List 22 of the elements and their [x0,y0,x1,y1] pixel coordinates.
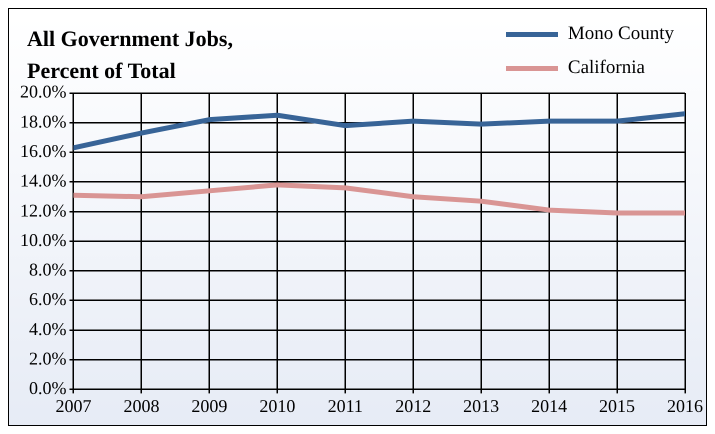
x-tick-label: 2011 [328,396,363,416]
x-tick-label: 2009 [191,396,228,416]
y-tick-label: 8.0% [28,260,66,280]
x-tick-label: 2010 [259,396,296,416]
y-tick-label: 10.0% [20,230,66,250]
y-tick-label: 4.0% [28,318,66,339]
x-tick-label: 2016 [667,396,703,416]
y-tick-label: 12.0% [20,200,66,220]
x-tick-label: 2007 [55,396,92,416]
legend-label: California [568,57,645,79]
x-tick-label: 2015 [599,396,636,416]
y-tick-label: 18.0% [20,111,66,132]
legend-label: Mono County [568,23,674,45]
x-tick-label: 2012 [395,396,432,416]
y-tick-label: 6.0% [28,289,66,310]
y-tick-label: 16.0% [20,141,66,162]
x-tick-label: 2008 [123,396,160,416]
x-tick-label: 2013 [463,396,500,416]
x-tick-label: 2014 [531,396,568,416]
y-tick-label: 14.0% [20,170,66,191]
y-tick-label: 2.0% [28,348,66,368]
y-tick-label: 0.0% [28,378,66,398]
